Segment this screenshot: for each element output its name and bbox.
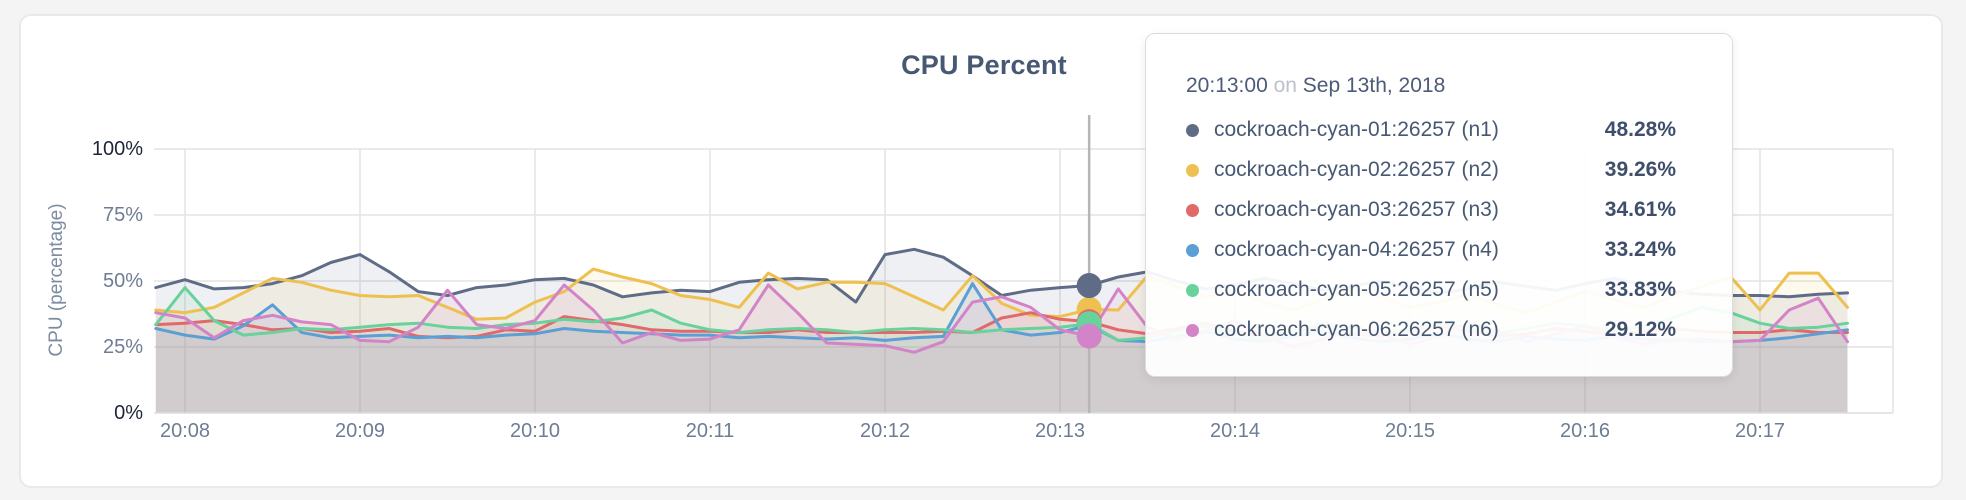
tooltip-rows: cockroach-cyan-01:26257 (n1) 48.28% cockro… bbox=[1186, 110, 1676, 350]
tooltip-header: 20:13:00 on Sep 13th, 2018 bbox=[1186, 72, 1676, 100]
tooltip-row: cockroach-cyan-01:26257 (n1) 48.28% bbox=[1186, 110, 1676, 150]
tooltip-series-value: 29.12% bbox=[1604, 318, 1676, 341]
hover-dot-n6 bbox=[1076, 323, 1102, 349]
tooltip-series-name: cockroach-cyan-04:26257 (n4) bbox=[1214, 238, 1499, 261]
tooltip-row: cockroach-cyan-05:26257 (n5) 33.83% bbox=[1186, 270, 1676, 310]
series-color-dot-icon bbox=[1186, 163, 1199, 177]
tooltip-series-value: 48.28% bbox=[1604, 118, 1676, 141]
chart-title: CPU Percent bbox=[901, 50, 1067, 80]
tooltip-row: cockroach-cyan-06:26257 (n6) 29.12% bbox=[1186, 310, 1676, 350]
tooltip-series-value: 39.26% bbox=[1604, 158, 1676, 181]
series-color-dot-icon bbox=[1186, 203, 1199, 217]
series-color-dot-icon bbox=[1186, 123, 1199, 137]
series-color-dot-icon bbox=[1186, 243, 1199, 257]
tooltip-series-name: cockroach-cyan-01:26257 (n1) bbox=[1214, 118, 1499, 141]
tooltip-row: cockroach-cyan-04:26257 (n4) 33.24% bbox=[1186, 230, 1676, 270]
series-area-n5 bbox=[155, 287, 1848, 413]
tooltip-connector: on bbox=[1273, 74, 1297, 97]
tooltip-series-name: cockroach-cyan-06:26257 (n6) bbox=[1214, 318, 1499, 341]
tooltip-series-value: 33.83% bbox=[1604, 278, 1676, 301]
tooltip-series-name: cockroach-cyan-03:26257 (n3) bbox=[1214, 198, 1499, 221]
hover-dot-n1 bbox=[1076, 273, 1102, 299]
tooltip-row: cockroach-cyan-02:26257 (n2) 39.26% bbox=[1186, 150, 1676, 190]
hover-tooltip: 20:13:00 on Sep 13th, 2018 cockroach-cya… bbox=[1145, 33, 1733, 377]
tooltip-series-name: cockroach-cyan-02:26257 (n2) bbox=[1214, 158, 1499, 181]
tooltip-series-value: 34.61% bbox=[1604, 198, 1676, 221]
tooltip-time: 20:13:00 bbox=[1186, 74, 1268, 97]
tooltip-series-name: cockroach-cyan-05:26257 (n5) bbox=[1214, 278, 1499, 301]
series-color-dot-icon bbox=[1186, 283, 1199, 297]
series-area-n6 bbox=[155, 285, 1848, 413]
tooltip-row: cockroach-cyan-03:26257 (n3) 34.61% bbox=[1186, 190, 1676, 230]
series-area-n4 bbox=[155, 283, 1848, 413]
tooltip-date: Sep 13th, 2018 bbox=[1302, 74, 1446, 97]
series-color-dot-icon bbox=[1186, 323, 1199, 337]
tooltip-series-value: 33.24% bbox=[1604, 238, 1676, 261]
